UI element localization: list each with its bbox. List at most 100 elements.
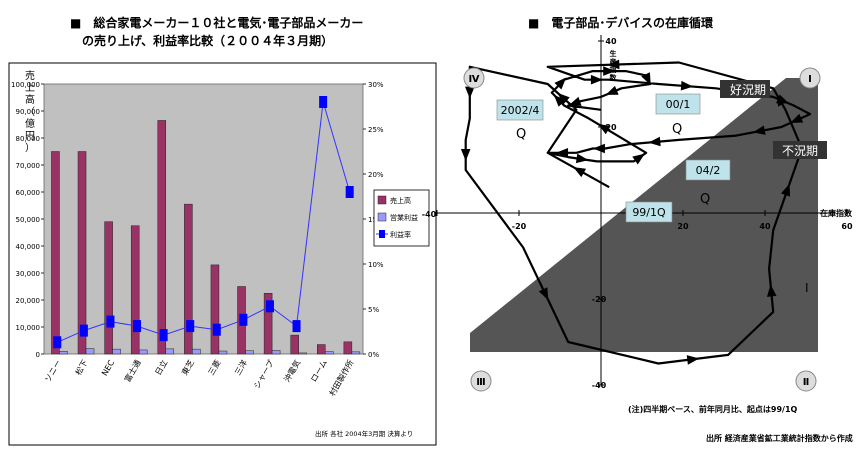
op-profit-bar bbox=[112, 348, 121, 355]
x-tick-label: -20 bbox=[512, 222, 527, 231]
bust-label-box bbox=[773, 141, 827, 159]
label-2002-4: 2002/4 bbox=[501, 104, 540, 117]
cycle-arrowhead bbox=[575, 153, 589, 164]
left-frame bbox=[8, 62, 437, 446]
y-tick-label: 20 bbox=[605, 123, 617, 132]
margin-marker bbox=[53, 336, 62, 349]
cycle-arrowhead bbox=[680, 80, 694, 91]
right-tick-label: 10% bbox=[368, 261, 384, 269]
op-profit-bar bbox=[138, 349, 148, 355]
sales-bar bbox=[157, 120, 167, 355]
x-tick-label: 40 bbox=[759, 222, 771, 231]
plot-area bbox=[43, 83, 364, 355]
y-tick-label: -20 bbox=[592, 295, 607, 304]
margin-marker bbox=[106, 315, 115, 328]
x-axis-label: 在庫指数 bbox=[820, 208, 853, 218]
sales-bar bbox=[210, 264, 220, 355]
sales-bar bbox=[51, 151, 60, 355]
margin-marker bbox=[79, 324, 88, 337]
margin-marker bbox=[186, 320, 195, 333]
legend-swatch bbox=[379, 230, 385, 238]
cycle-arrowhead bbox=[592, 143, 605, 154]
left-tick-label: 60,000 bbox=[16, 189, 41, 197]
label-04-2: 04/2 bbox=[696, 164, 721, 177]
label-00-1: 00/1 bbox=[666, 98, 691, 111]
cycle-arrowhead bbox=[590, 74, 603, 85]
op-profit-bar bbox=[165, 348, 175, 355]
op-profit-bar bbox=[298, 352, 307, 355]
left-chart-title-line1: ■ 総合家電メーカー１０社と電気･電子部品メーカー bbox=[70, 16, 364, 30]
left-tick-label: 70,000 bbox=[16, 162, 41, 170]
left-chart-title: ■ 総合家電メーカー１０社と電気･電子部品メーカー の売り上げ、利益率比較（２０… bbox=[70, 14, 363, 50]
quadrant-label-i: Ⅰ bbox=[805, 281, 809, 295]
left-tick-label: 0 bbox=[36, 351, 40, 359]
sales-bar bbox=[130, 225, 140, 355]
legend-label: 利益率 bbox=[390, 230, 411, 239]
right-tick-label: 30% bbox=[368, 81, 384, 89]
left-tick-label: 90,000 bbox=[16, 108, 41, 116]
cycle-arrowhead bbox=[460, 148, 471, 161]
cycle-arrowhead bbox=[553, 94, 566, 107]
label-99-1q-box bbox=[625, 201, 673, 223]
margin-line bbox=[57, 101, 351, 343]
right-tick-label: 0% bbox=[368, 351, 379, 359]
margin-marker bbox=[239, 313, 248, 326]
x-tick-label: 20 bbox=[677, 222, 689, 231]
cycle-arrowhead bbox=[605, 85, 619, 95]
margin-marker bbox=[212, 323, 221, 336]
cycle-arrowhead bbox=[641, 72, 651, 86]
cycle-arrowhead bbox=[790, 113, 804, 124]
left-tick-label: 10,000 bbox=[16, 324, 41, 332]
right-chart-note: (注)四半期ベース、前年同月比、起点は99/1Q bbox=[628, 404, 798, 414]
label-q: Q bbox=[516, 127, 526, 142]
op-profit-bar bbox=[245, 350, 254, 355]
op-profit-bar bbox=[218, 350, 228, 355]
boom-label-box bbox=[720, 80, 770, 98]
cycle-arrowhead bbox=[632, 153, 645, 165]
left-axis-label: 売上高（億円） bbox=[25, 69, 35, 154]
sales-bar bbox=[343, 341, 353, 355]
right-tick-label: 5% bbox=[368, 306, 379, 314]
legend-label: 営業利益 bbox=[390, 213, 418, 222]
label-2002-4-box bbox=[496, 99, 544, 121]
quadrant-circle bbox=[795, 370, 817, 392]
left-tick-label: 50,000 bbox=[16, 216, 41, 224]
op-profit-bar bbox=[192, 348, 201, 355]
quadrant-label: Ⅳ bbox=[469, 74, 480, 85]
quadrant-label: Ⅲ bbox=[476, 377, 485, 388]
margin-marker bbox=[133, 320, 142, 333]
margin-marker bbox=[265, 300, 274, 313]
quadrant-circle bbox=[463, 67, 485, 89]
boom-label: 好況期 bbox=[730, 82, 766, 97]
margin-marker bbox=[292, 320, 301, 333]
label-q: Q bbox=[700, 192, 710, 207]
margin-marker bbox=[319, 96, 328, 108]
left-tick-label: 40,000 bbox=[16, 243, 41, 251]
left-source-note: 出所 各社 2004年3月期 決算より bbox=[315, 429, 413, 438]
cycle-arrowhead bbox=[776, 94, 789, 104]
label-q: Q bbox=[672, 122, 682, 137]
cycle-arrowhead bbox=[648, 136, 661, 147]
y-tick-label: -40 bbox=[592, 381, 607, 390]
left-chart-title-line2: の売り上げ、利益率比較（２００４年３月期） bbox=[70, 34, 334, 48]
cycle-arrowhead bbox=[573, 167, 587, 178]
left-tick-label: 20,000 bbox=[16, 297, 41, 305]
cycle-arrowhead bbox=[781, 183, 791, 197]
cycle-arrowhead bbox=[554, 77, 567, 90]
quadrant-circle bbox=[799, 67, 821, 89]
quadrant-label: Ⅰ bbox=[808, 74, 812, 85]
sales-bar bbox=[184, 203, 193, 355]
quadrant-circle bbox=[470, 370, 492, 392]
sales-bar bbox=[317, 344, 326, 355]
cycle-arrowhead bbox=[686, 355, 700, 365]
op-profit-bar bbox=[85, 348, 95, 355]
cycle-arrowhead bbox=[557, 92, 570, 105]
cycle-arrowhead bbox=[538, 287, 549, 301]
sales-bar bbox=[290, 334, 299, 355]
cycle-arrowhead bbox=[465, 86, 475, 99]
y-axis-label: 生産指数 bbox=[610, 49, 618, 82]
cycle-arrowhead bbox=[607, 59, 620, 70]
x-tick-label: -40 bbox=[422, 210, 437, 219]
